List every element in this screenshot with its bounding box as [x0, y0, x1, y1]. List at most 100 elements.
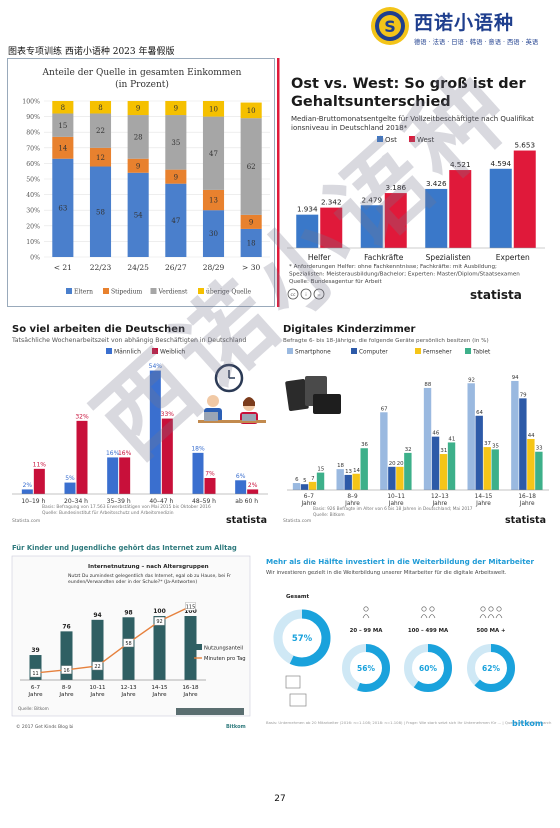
chart-subtitle: Median-Bruttomonatsentgelte für Vollzeit… [291, 115, 534, 123]
data-label: 98 [124, 609, 132, 616]
data-label: 32 [405, 447, 412, 453]
legend-swatch [150, 288, 157, 294]
chart-title: Anteile der Quelle in gesamten Einkommen [42, 68, 242, 78]
x-tick-label: 12–13 [431, 494, 449, 500]
bar [535, 451, 543, 490]
legend-label: Computer [359, 350, 388, 356]
people-icon [362, 614, 370, 619]
people-icon [479, 614, 487, 619]
bar-segment [202, 116, 225, 190]
tablet-icon [313, 394, 341, 414]
chart-subtitle: Befragte 6- bis 18-Jährige, die folgende… [283, 338, 489, 344]
brand-logo: statista [470, 288, 522, 302]
data-label: 35 [492, 443, 499, 449]
chart-weiterbildung: Mehr als die Hälfte investiert in die We… [260, 540, 552, 740]
bar-segment [127, 101, 149, 116]
legend-label: überige Quelle [206, 289, 252, 296]
legend-swatch [194, 644, 202, 650]
chart-title: Digitales Kinderzimmer [283, 324, 416, 335]
data-label: 100 [153, 608, 166, 615]
data-label: 31 [440, 448, 447, 454]
bar-segment [52, 113, 74, 137]
x-tick-label: ab 60 h [235, 498, 258, 505]
x-tick-label: Helfer [308, 253, 332, 262]
data-label: 67 [381, 406, 388, 412]
footer-left: Statista.com [12, 518, 40, 524]
legend-swatch [152, 348, 158, 354]
donut-label: 56% [357, 664, 375, 673]
data-label: 88 [424, 382, 431, 388]
chart-title: So viel arbeiten die Deutschen [12, 324, 185, 335]
x-tick-label: 28/29 [203, 263, 225, 272]
line-marker [154, 616, 165, 626]
x-tick-label: Jahre [151, 692, 167, 698]
line-label: 16 [63, 668, 69, 674]
line-marker [61, 665, 72, 674]
group-label: 20 – 99 MA [350, 628, 384, 634]
bar [449, 170, 472, 248]
bar [149, 370, 161, 494]
data-label: 1.934 [297, 205, 318, 214]
bar [483, 447, 491, 490]
data-label: 16% [118, 450, 132, 457]
y-tick-label: 30% [26, 208, 40, 215]
x-tick-label: 20–34 h [64, 498, 88, 505]
folder-icon [285, 675, 301, 689]
data-label: 18 [337, 463, 344, 469]
bar [467, 383, 475, 490]
data-label: 16% [106, 450, 120, 457]
bar [344, 474, 352, 490]
bar [21, 489, 33, 494]
bar [76, 420, 88, 494]
footnote: * Anforderungen Helfer: ohne Fachkenntni… [289, 264, 497, 270]
license-icon [313, 288, 325, 300]
x-tick-label: Spezialisten [426, 253, 471, 262]
legend-swatch [415, 348, 421, 354]
bar [384, 193, 407, 248]
bar [292, 483, 301, 490]
line-label: 22 [94, 664, 100, 670]
bar-segment [52, 136, 74, 159]
chart-arbeitszeit-svg: So viel arbeiten die Deutschen Tatsächlic… [11, 324, 268, 526]
chart-subtitle: Wir investieren gezielt in die Weiterbil… [266, 570, 507, 576]
bar [439, 454, 448, 490]
data-label: 22 [96, 127, 105, 135]
bar [161, 418, 173, 494]
bar-segment [202, 101, 225, 117]
footnote: Quelle: Bundesinstitut für Arbeitsschutz… [42, 510, 174, 516]
brand-languages: 德语 · 法语 · 日语 · 韩语 · 意语 · 西语 · 英语 [414, 39, 539, 46]
line-label: 115 [186, 604, 196, 610]
data-label: 2% [248, 482, 258, 489]
data-label: 5 [303, 478, 306, 484]
x-tick-label: 16–18 [518, 494, 536, 500]
chart-title: Mehr als die Hälfte investiert in die We… [266, 557, 535, 566]
footer-bar [176, 708, 244, 715]
x-tick-label: > 30 [242, 263, 260, 272]
bar [388, 466, 396, 490]
legend-label: Männlich [114, 349, 141, 356]
chart-title: Gehaltsunterschied [291, 94, 451, 110]
chart-subtitle: Internetnutzung – nach Altersgruppen [88, 564, 209, 570]
license-icon [287, 288, 299, 300]
x-tick-label: 22/23 [90, 263, 112, 272]
chart-title: Für Kinder und Jugendliche gehört das In… [12, 544, 237, 552]
people-icon [496, 606, 502, 612]
data-label: 28 [134, 133, 143, 141]
donut-segment [342, 644, 390, 692]
chart-kinderzimmer: Digitales Kinderzimmer Befragte 6- bis 18… [277, 318, 553, 528]
data-label: 54 [134, 211, 143, 219]
line-label: 11 [32, 671, 38, 677]
x-tick-label: Jahre [89, 692, 105, 698]
folder-icon [289, 693, 307, 707]
data-label: 37 [484, 441, 491, 447]
line-marker [185, 602, 196, 611]
x-tick-label: Jahre [519, 501, 535, 507]
bar [447, 442, 456, 490]
legend-label: Verdienst [158, 289, 188, 296]
data-label: 13 [209, 197, 218, 205]
line-label: 92 [156, 619, 162, 625]
x-tick-label: 8-9 [62, 685, 72, 691]
bar [511, 380, 519, 490]
data-label: 20 [389, 461, 396, 467]
y-tick-label: 10% [26, 239, 40, 246]
